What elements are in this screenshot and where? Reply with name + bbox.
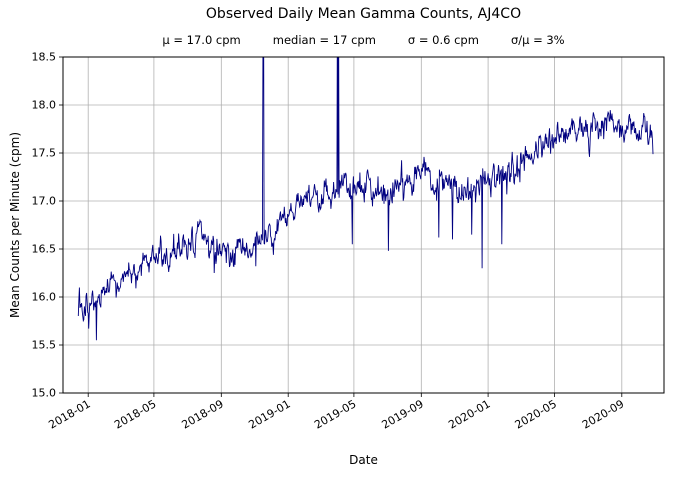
svg-text:16.5: 16.5 — [32, 243, 57, 256]
svg-text:17.0: 17.0 — [32, 195, 57, 208]
svg-text:2018-09: 2018-09 — [179, 397, 225, 431]
stat-mu: μ = 17.0 cpm — [162, 33, 241, 47]
svg-text:2018-01: 2018-01 — [46, 397, 92, 431]
stat-sigma: σ = 0.6 cpm — [407, 33, 479, 47]
svg-text:2020-05: 2020-05 — [513, 397, 559, 431]
stat-sigma-over-mu: σ/μ = 3% — [510, 33, 565, 47]
svg-text:2019-01: 2019-01 — [246, 397, 292, 431]
chart-title: Observed Daily Mean Gamma Counts, AJ4CO — [205, 6, 522, 22]
svg-text:2019-09: 2019-09 — [379, 397, 425, 431]
svg-text:16.0: 16.0 — [32, 291, 57, 304]
svg-text:18.5: 18.5 — [32, 51, 57, 64]
svg-text:2020-09: 2020-09 — [580, 397, 626, 431]
svg-text:18.0: 18.0 — [32, 99, 57, 112]
svg-text:15.0: 15.0 — [32, 387, 57, 400]
svg-text:15.5: 15.5 — [32, 339, 57, 352]
svg-text:2020-01: 2020-01 — [446, 397, 492, 431]
svg-text:2019-05: 2019-05 — [312, 397, 358, 431]
stat-median: median = 17 cpm — [272, 33, 376, 47]
svg-text:17.5: 17.5 — [32, 147, 57, 160]
svg-text:2018-05: 2018-05 — [112, 397, 158, 431]
x-axis-label: Date — [349, 453, 378, 467]
chart-stats: μ = 17.0 cpm median = 17 cpm σ = 0.6 cpm… — [63, 33, 664, 47]
